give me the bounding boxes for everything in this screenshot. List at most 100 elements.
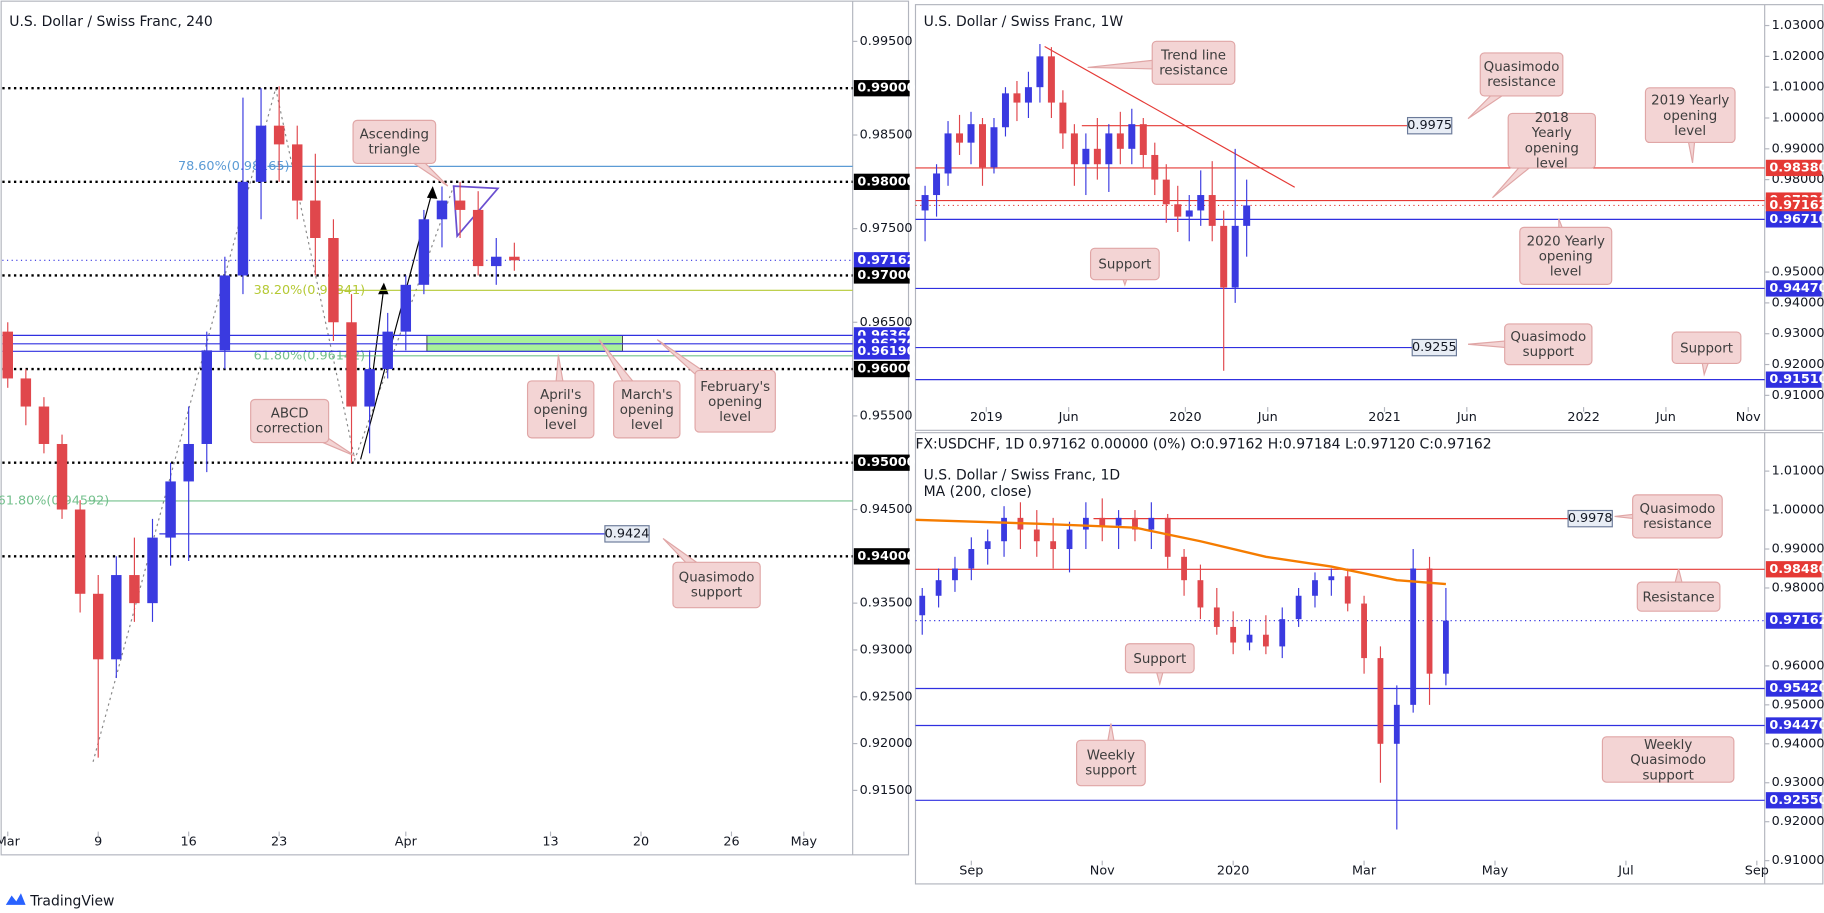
candle-body: [935, 580, 942, 596]
candle-body: [273, 125, 285, 145]
level-tag: 0.9255: [1412, 340, 1457, 355]
candle-body: [1024, 87, 1032, 103]
callout: 2019 Yearly opening level: [1644, 87, 1736, 144]
panel-border: [0, 0, 910, 856]
x-tick-label: May: [791, 835, 818, 850]
candle-body: [1185, 210, 1193, 217]
y-tick-label: 0.95000: [1772, 265, 1824, 280]
candle-body: [1132, 517, 1138, 530]
candle-body: [979, 124, 986, 168]
candle-body: [1197, 580, 1204, 608]
symbol-header: FX:USDCHF, 1D 0.97162 0.00000 (0%) O:0.9…: [915, 436, 1491, 452]
candle-body: [1050, 541, 1057, 550]
callout: Ascending triangle: [352, 119, 437, 164]
callout: April's opening level: [526, 380, 595, 439]
x-tick-label: Sep: [1745, 864, 1769, 879]
candle-body: [1148, 517, 1155, 530]
candle-body: [364, 369, 375, 407]
y-tick-label: 1.03000: [1772, 18, 1824, 33]
x-tick-label: Jun: [1058, 410, 1079, 425]
arrow-head: [426, 186, 438, 199]
candle-body: [1162, 179, 1170, 205]
candle-body: [382, 331, 393, 370]
y-tick-label: 0.91500: [860, 783, 913, 798]
y-tick-label: 0.94000: [1772, 295, 1824, 310]
level-price-box: [1765, 561, 1822, 578]
candle-body: [1115, 517, 1122, 526]
candle-body: [255, 125, 267, 182]
level-price-label: 0.98000: [857, 174, 915, 189]
candle-body: [1033, 529, 1040, 542]
y-tick-label: 0.94500: [860, 502, 913, 517]
y-tick-label: 1.00000: [1772, 503, 1824, 518]
candle-body: [919, 595, 926, 616]
level-price-label: 0.96190: [857, 344, 915, 359]
level-price-label: 0.97000: [857, 268, 915, 283]
arrow-head: [378, 282, 389, 295]
callout: Support: [1124, 643, 1195, 674]
level-price-box: [1765, 159, 1822, 177]
x-tick-label: Mar: [0, 835, 21, 850]
y-tick-label: 0.92000: [1772, 357, 1824, 372]
moving-average: [915, 518, 1446, 586]
level-price-box: [853, 454, 910, 471]
candle-body: [1262, 634, 1269, 647]
candle-body: [183, 443, 194, 482]
x-tick-label: 2021: [1368, 410, 1401, 425]
y-tick-label: 0.95500: [860, 408, 913, 423]
level-price-box: [1765, 371, 1822, 388]
level-price-label: 0.96000: [857, 362, 915, 377]
candle-body: [1128, 124, 1136, 149]
level-price-label: 0.94470: [1769, 281, 1824, 296]
candle-body: [1279, 619, 1286, 647]
candle-body: [2, 331, 13, 379]
candle-body: [1139, 124, 1147, 155]
y-tick-label: 0.91000: [1772, 388, 1824, 403]
y-tick-label: 0.92000: [1772, 814, 1824, 829]
candle-body: [92, 593, 104, 660]
y-tick-label: 0.99000: [1772, 141, 1824, 156]
candle-body: [201, 350, 213, 444]
y-tick-label: 0.99500: [860, 34, 913, 49]
candle-body: [1151, 154, 1159, 180]
candle-body: [74, 509, 86, 594]
y-tick-label: 0.95000: [1772, 697, 1824, 712]
y-tick-label: 0.98500: [860, 128, 913, 143]
candle-body: [1066, 529, 1073, 550]
callout: March's opening level: [613, 380, 681, 439]
candle-body: [111, 575, 122, 660]
callout: 2018 Yearly opening level: [1507, 110, 1597, 170]
fib-label: 61.80%(0.94592): [0, 493, 109, 508]
callout: Quasimodo support: [672, 561, 761, 609]
candle-body: [956, 133, 964, 143]
x-tick-label: Jun: [1456, 410, 1477, 425]
candle-body: [1246, 634, 1253, 643]
level-price-box: [853, 80, 910, 97]
y-tick-label: 0.94000: [1772, 736, 1824, 751]
candle-body: [921, 195, 929, 211]
fib-label: 38.20%(0.96841): [254, 283, 366, 298]
x-tick-label: Nov: [1736, 410, 1761, 425]
candle-body: [1230, 626, 1237, 643]
candle-body: [1013, 93, 1021, 103]
candle-body: [1036, 56, 1044, 88]
brand-logo: [5, 893, 26, 905]
x-tick-label: May: [1482, 864, 1509, 879]
x-tick-label: 2020: [1169, 410, 1202, 425]
level-price-box: [1765, 792, 1822, 809]
fib-label: 78.60%(0.98165): [178, 159, 290, 174]
candle-body: [1344, 576, 1351, 604]
brand: TradingView: [29, 893, 114, 909]
y-tick-label: 0.91000: [1772, 853, 1824, 868]
candle-body: [1208, 195, 1216, 226]
x-tick-label: Sep: [959, 864, 983, 879]
level-price-box: [1765, 717, 1822, 734]
x-tick-label: 26: [723, 835, 739, 850]
candle-body: [38, 406, 50, 444]
level-tag-box: [1406, 116, 1453, 135]
level-price-label: 0.97162: [857, 253, 915, 268]
y-tick-label: 1.00000: [1772, 110, 1824, 125]
level-tag: 0.9424: [605, 526, 650, 541]
y-tick-label: 0.96500: [860, 315, 913, 330]
